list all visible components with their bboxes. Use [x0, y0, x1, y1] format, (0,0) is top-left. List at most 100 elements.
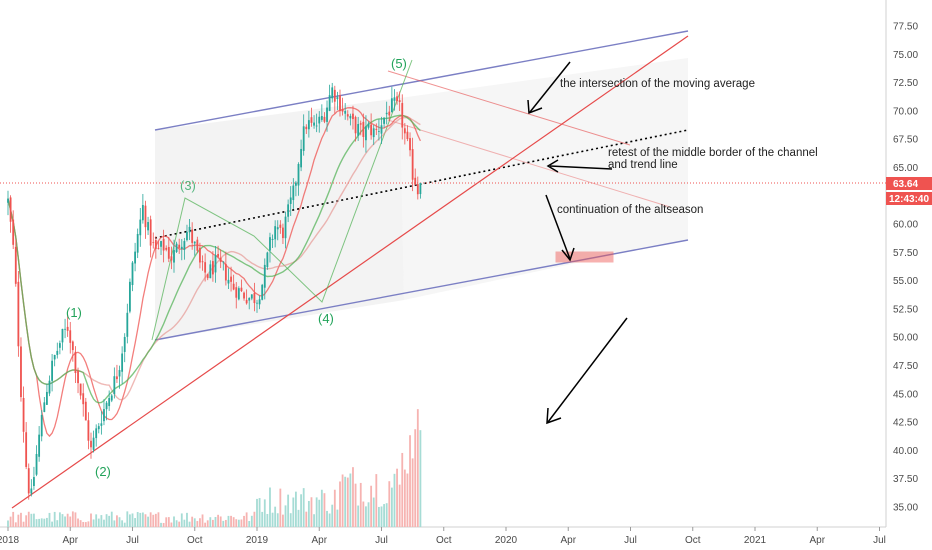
ma-fast-line [7, 107, 421, 438]
candle-body [294, 182, 297, 186]
candle-body [170, 256, 173, 261]
volume-bar [167, 517, 170, 527]
volume-bar [25, 515, 28, 527]
x-tick-label: Jul [624, 535, 637, 546]
volume-bar [266, 513, 269, 527]
volume-bar [349, 473, 352, 527]
candle-body [188, 226, 191, 233]
y-tick-label: 42.50 [893, 418, 918, 429]
volume-bar [370, 485, 373, 527]
descending-line-2[interactable] [387, 119, 671, 208]
descending-line-1[interactable] [387, 70, 631, 146]
x-tick-label: 2019 [246, 535, 269, 546]
candle-body [160, 241, 162, 247]
x-tick-label: Apr [560, 535, 576, 546]
candle-body [320, 116, 323, 120]
volume-bar [365, 506, 367, 527]
candle-body [411, 149, 414, 180]
volume-bar [294, 491, 297, 527]
candle-body [173, 250, 175, 263]
arrow-1-head [527, 99, 543, 115]
volume-bar [219, 516, 222, 527]
y-axis[interactable]: 35.00 37.50 40.00 42.50 45.00 47.50 50.00 52.50… [893, 22, 918, 514]
volume-bar [48, 512, 51, 527]
candle-body [199, 247, 201, 263]
volume-bar [157, 512, 160, 527]
x-axis[interactable]: 2018 Apr Jul Oct 2019 Apr Jul Oct 2020 Apr Jul Oct 2… [0, 527, 886, 546]
long-trend-line[interactable] [11, 35, 689, 509]
y-tick-label: 67.50 [893, 135, 918, 146]
candle-body [377, 131, 380, 132]
candle-body [398, 100, 401, 102]
volume-bar [406, 473, 409, 527]
x-tick-label: 2018 [0, 535, 20, 546]
candle-body [279, 224, 282, 228]
y-tick-label: 70.00 [893, 106, 918, 117]
volume-bar [22, 521, 25, 527]
channel-lower-line[interactable] [154, 239, 689, 341]
volume-bar [92, 519, 95, 527]
x-tick-label: 2021 [744, 535, 767, 546]
volume-bar [160, 522, 162, 527]
volume-bar [414, 429, 417, 527]
volume-bar [243, 515, 245, 527]
candle-body [110, 395, 113, 401]
candle-body [71, 341, 74, 351]
volume-bar [165, 517, 168, 527]
candle-body [245, 299, 248, 304]
volume-bar [193, 518, 196, 527]
volume-bar [201, 514, 204, 527]
volume-bar [237, 519, 240, 527]
candle-body [362, 121, 365, 137]
channel-middle-line[interactable] [154, 129, 689, 239]
volume-bar [71, 511, 74, 527]
volume-bar [323, 493, 326, 527]
volume-bar [333, 489, 336, 527]
volume-bar [256, 498, 258, 527]
volume-bar [214, 516, 217, 527]
candle-body [118, 370, 121, 377]
volume-bar [141, 512, 144, 527]
volume-bar [178, 521, 181, 527]
candle-body [152, 242, 155, 244]
volume-bar [35, 519, 38, 527]
volume-bar [144, 514, 147, 527]
candle-body [261, 284, 264, 300]
candle-body [232, 283, 235, 290]
candle-body [297, 163, 300, 186]
volume-bar [108, 515, 111, 527]
volume-bar [240, 519, 243, 527]
channel-upper-line[interactable] [154, 30, 689, 131]
volume-bar [139, 512, 142, 527]
volume-bar [77, 518, 79, 527]
candle-body [248, 297, 251, 301]
volume-bar [152, 514, 155, 527]
volume-bar [209, 517, 212, 527]
volume-bar [318, 499, 321, 527]
candle-body [414, 177, 417, 185]
x-tick-label: Oct [685, 535, 701, 546]
volume-bar [33, 513, 35, 527]
volume-bar [17, 514, 20, 527]
volume-bar [341, 474, 344, 527]
volume-bar [113, 520, 116, 527]
volume-bar [95, 514, 98, 527]
candle-body [390, 98, 393, 113]
arrow-4-head [546, 407, 562, 425]
volume-bar [313, 514, 315, 527]
candle-body [69, 330, 72, 343]
volume-bar [383, 504, 386, 527]
x-tick-label: Apr [62, 535, 78, 546]
candle-body [74, 351, 77, 373]
volume-bar [90, 513, 92, 527]
candle-body [344, 110, 347, 114]
ma-green-line [7, 114, 421, 404]
candle-body [113, 376, 116, 395]
candle-body [45, 391, 48, 405]
volume-bar [43, 518, 46, 527]
volume-bar [271, 512, 274, 527]
last-price-label: 63.64 [893, 179, 918, 190]
candle-body [230, 276, 232, 282]
y-tick-label: 57.50 [893, 248, 918, 259]
